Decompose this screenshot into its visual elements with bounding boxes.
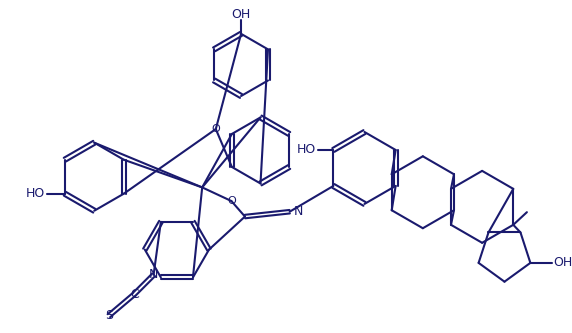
Text: HO: HO: [26, 187, 45, 200]
Text: O: O: [212, 124, 220, 134]
Text: N: N: [149, 268, 158, 281]
Text: O: O: [227, 196, 236, 206]
Text: HO: HO: [297, 144, 316, 157]
Text: C: C: [130, 288, 138, 301]
Text: N: N: [293, 205, 303, 218]
Text: OH: OH: [232, 8, 251, 21]
Text: S: S: [105, 309, 113, 322]
Text: OH: OH: [554, 256, 572, 269]
